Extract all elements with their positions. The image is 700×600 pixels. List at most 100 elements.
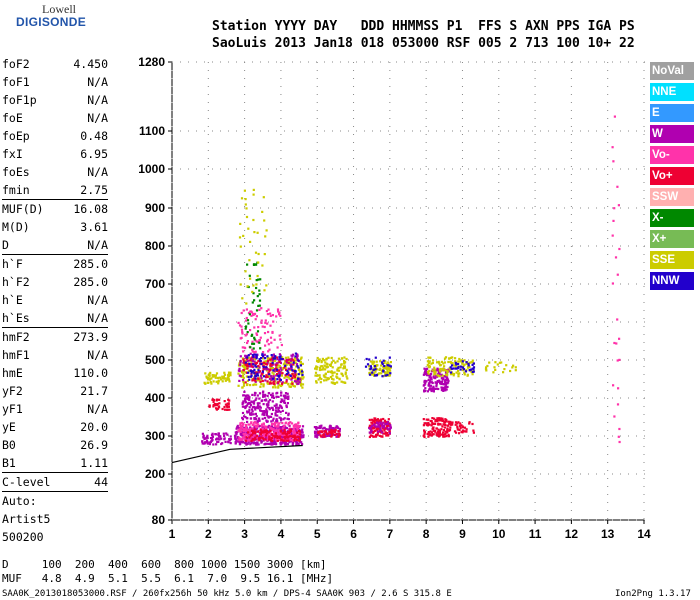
- grid-dot: [556, 359, 557, 361]
- echo-point: [241, 346, 244, 349]
- echo-point: [457, 369, 460, 373]
- grid-dot: [461, 422, 463, 423]
- echo-point: [277, 310, 280, 313]
- echo-point: [373, 365, 377, 368]
- grid-dot: [476, 130, 477, 132]
- echo-point: [468, 421, 471, 424]
- grid-dot: [372, 61, 373, 63]
- echo-point: [271, 371, 274, 374]
- y-tick-label: 1100: [139, 124, 165, 138]
- grid-dot: [180, 207, 181, 209]
- grid-dot: [180, 168, 181, 170]
- echo-point: [301, 362, 304, 365]
- grid-dot: [643, 462, 645, 463]
- echo-point: [276, 367, 279, 370]
- echo-point: [386, 420, 390, 424]
- param-row: M(D) 3.61: [2, 218, 108, 236]
- echo-point: [246, 433, 249, 436]
- grid-dot: [425, 86, 427, 87]
- echo-point: [263, 353, 266, 356]
- grid-dot: [604, 435, 605, 437]
- grid-dot: [252, 473, 253, 475]
- grid-dot: [207, 110, 209, 111]
- echo-point: [218, 438, 221, 441]
- grid-dot: [276, 519, 277, 521]
- grid-dot: [292, 321, 293, 323]
- echo-point: [422, 434, 425, 437]
- echo-point: [253, 379, 257, 382]
- grid-dot: [353, 126, 355, 127]
- echo-point: [389, 369, 392, 372]
- grid-dot: [220, 359, 221, 361]
- grid-dot: [500, 61, 501, 63]
- echo-point: [446, 424, 449, 427]
- echo-point: [258, 435, 261, 438]
- echo-point: [389, 361, 392, 364]
- grid-dot: [353, 310, 355, 311]
- grid-dot: [534, 206, 536, 207]
- grid-dot: [389, 230, 391, 231]
- grid-dot: [607, 102, 609, 103]
- echo-point: [235, 427, 238, 430]
- echo-point: [466, 373, 469, 376]
- param-value: N/A: [87, 165, 108, 179]
- grid-dot: [252, 207, 253, 209]
- echo-point: [456, 422, 459, 425]
- grid-dot: [280, 174, 282, 175]
- grid-dot: [498, 318, 500, 319]
- echo-point: [434, 422, 437, 425]
- echo-point: [217, 382, 220, 385]
- grid-dot: [244, 150, 246, 151]
- echo-point: [277, 395, 280, 398]
- grid-dot: [425, 358, 427, 359]
- grid-dot: [280, 470, 282, 471]
- grid-dot: [508, 435, 509, 437]
- grid-dot: [364, 473, 365, 475]
- echo-point: [286, 358, 289, 362]
- echo-point: [267, 401, 270, 404]
- param-key: h`Es: [2, 311, 30, 325]
- echo-point: [278, 358, 281, 361]
- grid-dot: [461, 342, 463, 343]
- echo-point: [265, 368, 268, 371]
- echo-point: [257, 360, 260, 363]
- echo-point: [296, 428, 299, 431]
- echo-point: [251, 333, 254, 336]
- echo-point: [269, 415, 273, 418]
- grid-dot: [300, 519, 301, 521]
- echo-point: [389, 424, 392, 427]
- grid-dot: [643, 126, 645, 127]
- grid-dot: [348, 245, 349, 247]
- echo-point: [263, 413, 266, 417]
- echo-point: [283, 362, 286, 365]
- echo-point: [255, 353, 258, 356]
- grid-dot: [171, 262, 173, 263]
- grid-dot: [498, 350, 500, 351]
- grid-dot: [498, 94, 500, 95]
- grid-dot: [404, 519, 405, 521]
- echo-point: [443, 435, 446, 438]
- echo-point: [379, 429, 382, 432]
- echo-point: [263, 253, 266, 256]
- grid-dot: [316, 422, 318, 423]
- echo-point: [340, 363, 343, 366]
- echo-point: [440, 381, 443, 384]
- grid-dot: [498, 230, 500, 231]
- echo-point: [300, 356, 303, 359]
- echo-point: [440, 386, 443, 389]
- grid-dot: [461, 390, 463, 391]
- echo-point: [239, 245, 242, 248]
- echo-point: [255, 332, 258, 335]
- grid-dot: [280, 414, 282, 415]
- echo-point: [277, 425, 280, 428]
- grid-dot: [280, 262, 282, 263]
- grid-dot: [644, 207, 645, 209]
- param-key: yF1: [2, 402, 23, 416]
- grid-dot: [180, 283, 181, 285]
- echo-point: [251, 360, 254, 363]
- echo-point: [442, 389, 445, 392]
- echo-point: [336, 376, 339, 379]
- grid-dot: [244, 207, 245, 209]
- grid-dot: [425, 406, 427, 407]
- echo-point: [333, 431, 337, 434]
